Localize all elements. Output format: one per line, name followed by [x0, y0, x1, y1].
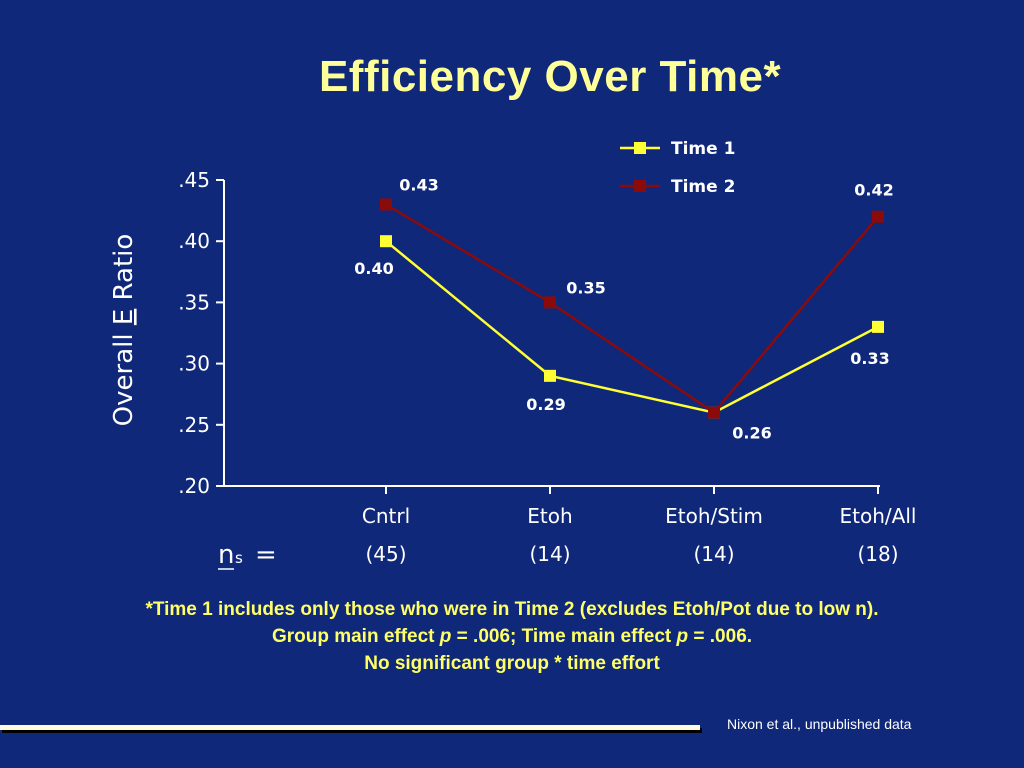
- y-tick-label: .45: [178, 168, 210, 192]
- data-label: 0.43: [399, 175, 438, 194]
- footnote-text: = .006; Time main effect: [451, 626, 677, 647]
- y-axis-title-part: Ratio: [109, 234, 139, 309]
- legend-label: Time 2: [671, 177, 735, 197]
- series-line-1: [385, 240, 879, 414]
- y-tick-label: .40: [178, 229, 210, 253]
- data-label: 0.42: [854, 181, 893, 200]
- x-tick-label: Etoh/All: [840, 504, 917, 528]
- y-tick-label: .25: [178, 413, 210, 437]
- n-value: (14): [529, 542, 570, 566]
- n-value: (45): [365, 542, 406, 566]
- data-point: [380, 235, 392, 248]
- y-axis-title-part: E: [109, 309, 139, 325]
- divider-bar: [0, 725, 700, 730]
- data-point: [544, 369, 556, 382]
- legend-label: Time 1: [671, 139, 735, 159]
- y-axis-title: Overall E Ratio: [109, 234, 139, 427]
- n-label: n: [218, 540, 234, 570]
- data-point: [380, 198, 392, 211]
- n-equals: =: [255, 540, 277, 570]
- y-axis-title-part: Overall: [109, 325, 139, 426]
- data-point: [872, 210, 884, 223]
- p-symbol: p: [439, 626, 452, 647]
- series-line-2: [385, 203, 879, 415]
- n-value: (18): [857, 542, 898, 566]
- data-label: 0.40: [354, 259, 393, 278]
- data-point: [872, 320, 884, 333]
- data-point: [708, 406, 720, 419]
- x-tick-label: Etoh/Stim: [665, 504, 763, 528]
- x-tick-label: Cntrl: [362, 504, 410, 528]
- footnote-line-2: Group main effect p = .006; Time main ef…: [0, 623, 1024, 650]
- y-tick-label: .30: [178, 352, 210, 376]
- data-label: 0.29: [526, 395, 565, 414]
- footnote-line-3: No significant group * time effort: [364, 653, 660, 674]
- line-chart: .20 .25 .30 .35 .40 .45 Cntrl (45) Etoh (14) Etoh/…: [109, 139, 917, 570]
- slide-title: Efficiency Over Time*: [318, 52, 782, 101]
- legend-marker: [634, 142, 646, 154]
- data-label: 0.33: [850, 349, 889, 368]
- data-point: [544, 296, 556, 309]
- n-value: (14): [693, 542, 734, 566]
- footnote-text: Group main effect: [271, 626, 440, 647]
- data-label: 0.35: [566, 278, 605, 297]
- x-tick-label: Etoh: [527, 504, 572, 528]
- y-tick-label: .20: [178, 474, 210, 498]
- legend-marker: [634, 180, 646, 192]
- data-label: 0.26: [732, 424, 771, 443]
- footnote-text: = .006.: [688, 626, 753, 647]
- footnote-line-1: *Time 1 includes only those who were in …: [145, 599, 879, 620]
- p-symbol: p: [676, 626, 689, 647]
- n-subscript: s: [235, 549, 243, 567]
- y-tick-label: .35: [178, 290, 210, 314]
- citation: Nixon et al., unpublished data: [727, 716, 912, 732]
